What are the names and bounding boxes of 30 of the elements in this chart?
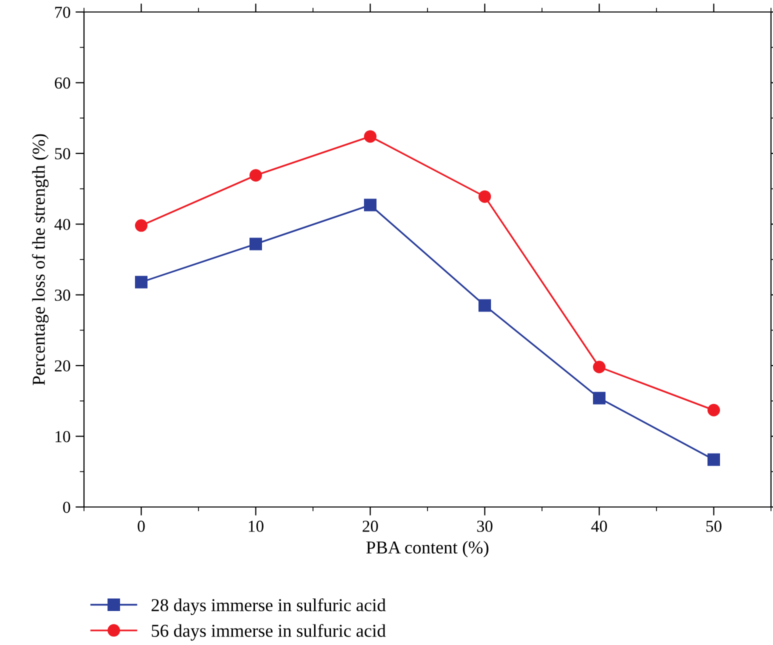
point (250, 169, 262, 182)
x-tick-label: 50 (706, 520, 722, 532)
point (593, 360, 606, 374)
y-tick-label: 50 (55, 148, 70, 160)
y-tick-label: 0 (63, 502, 70, 513)
point (364, 130, 376, 143)
y-axis-title: Percentage loss of the strength (%) (32, 134, 49, 386)
y-tick-label: 70 (55, 6, 70, 18)
point (478, 299, 491, 312)
point (135, 219, 148, 232)
point (250, 238, 262, 250)
legend-label: 56 days immerse in sulfuric acid (152, 624, 386, 641)
legend-label: 28 days immerse in sulfuric acid (152, 598, 386, 615)
point (364, 198, 376, 212)
point (708, 453, 720, 466)
point (708, 404, 720, 416)
y-tick-label: 10 (56, 430, 70, 442)
y-tick-label: 40 (54, 218, 70, 230)
y-tick-label: 20 (54, 360, 70, 372)
x-tick-label: 0 (138, 520, 145, 532)
point (478, 190, 491, 203)
x-axis-title: PBA content (%) (366, 540, 488, 558)
point (135, 276, 148, 288)
point (593, 392, 606, 404)
x-tick-label: 20 (362, 520, 378, 532)
y-tick-label: 30 (54, 290, 70, 301)
x-tick-label: 30 (477, 520, 492, 532)
y-tick-label: 60 (54, 77, 70, 89)
x-tick-label: 40 (591, 520, 607, 532)
x-tick-label: 10 (248, 520, 264, 532)
